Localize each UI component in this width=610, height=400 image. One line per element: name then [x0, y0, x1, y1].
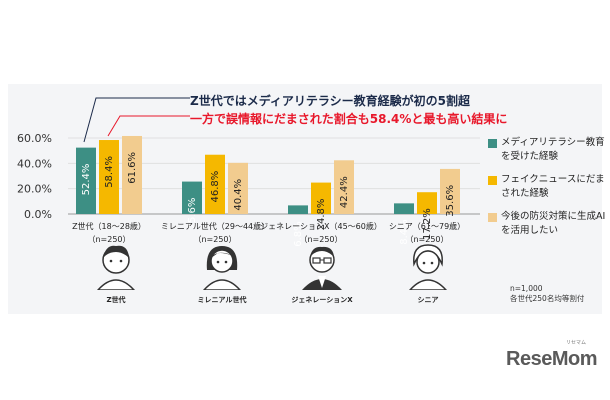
bar	[76, 147, 96, 214]
sample-allocation: 各世代250名均等割付	[510, 294, 585, 303]
person-label-1: Z世代	[106, 295, 125, 304]
y-tick-label: 0.0%	[24, 208, 52, 221]
value-label: 8.4%	[399, 219, 410, 244]
bar	[334, 160, 354, 214]
value-label: 40.4%	[233, 179, 244, 211]
bar	[394, 203, 414, 214]
value-label: 6.8%	[293, 221, 304, 246]
person-label-2: ミレニアル世代	[198, 295, 247, 304]
callout-line-dark	[83, 97, 190, 143]
value-label: 52.4%	[81, 164, 92, 196]
category-label: ジェネレーションX（45～60歳）	[260, 221, 382, 231]
category-sample-label: （n=250）	[405, 235, 448, 244]
value-label: 42.4%	[339, 176, 350, 208]
legend-label-3: 今後の防災対策に生成AIを活用したい	[501, 211, 606, 236]
legend-label-1: メディアリテラシー教育を受けた経験	[501, 137, 605, 162]
person-label-4: シニア	[418, 296, 439, 304]
logo-subtext: リセマム	[566, 340, 587, 346]
category-label: Z世代（18～28歳）	[72, 221, 146, 231]
legend-item-2: フェイクニュースにだまされた経験	[488, 173, 606, 201]
legend-swatch-3	[488, 213, 497, 222]
value-label: 46.8%	[210, 171, 221, 203]
value-label: 17.2%	[422, 208, 433, 240]
bar	[99, 140, 119, 214]
bar	[440, 168, 460, 214]
callout-line-red	[107, 115, 190, 137]
person-label-3: ジェネレーションX	[291, 296, 353, 304]
bar	[311, 182, 331, 214]
value-label: 24.8%	[316, 199, 327, 231]
bar	[288, 205, 308, 214]
y-tick-label: 40.0%	[17, 157, 52, 170]
value-label: 61.6%	[127, 152, 138, 184]
y-tick-label: 20.0%	[17, 183, 52, 196]
category-sample-label: （n=250）	[299, 235, 342, 244]
young-man-icon	[96, 245, 136, 290]
legend-swatch-1	[488, 139, 497, 148]
category-sample-label: （n=250）	[193, 235, 236, 244]
legend-item-3: 今後の防災対策に生成AIを活用したい	[488, 210, 606, 238]
sample-note: n=1,000 各世代250名均等割付	[510, 284, 584, 304]
category-label: ミレニアル世代（29～44歳）	[161, 221, 269, 231]
bar	[228, 162, 248, 214]
bar	[182, 181, 202, 214]
legend: メディアリテラシー教育を受けた経験 フェイクニュースにだまされた経験 今後の防災…	[488, 136, 606, 247]
category-label: シニア（61～79歳）	[389, 221, 465, 231]
bar	[122, 135, 142, 214]
resemom-logo: ReseMom	[506, 348, 597, 370]
value-label: 25.6%	[187, 198, 198, 230]
category-sample-label: （n=250）	[87, 235, 130, 244]
legend-label-2: フェイクニュースにだまされた経験	[501, 174, 605, 199]
man-glasses-icon	[302, 246, 342, 290]
bar	[205, 154, 225, 214]
headline-main: Z世代ではメディアリテラシー教育経験が初の5割超	[190, 94, 470, 108]
legend-item-1: メディアリテラシー教育を受けた経験	[488, 136, 606, 164]
bar	[417, 192, 437, 214]
woman-icon	[202, 246, 242, 290]
sample-size: n=1,000	[510, 284, 543, 293]
legend-swatch-2	[488, 176, 497, 185]
senior-woman-icon	[408, 244, 448, 290]
headline-sub: 一方で誤情報にだまされた割合も58.4%と最も高い結果に	[190, 112, 508, 126]
value-label: 58.4%	[104, 156, 115, 188]
y-tick-label: 60.0%	[17, 132, 52, 145]
value-label: 35.6%	[445, 185, 456, 217]
highlight-callout	[83, 97, 190, 143]
